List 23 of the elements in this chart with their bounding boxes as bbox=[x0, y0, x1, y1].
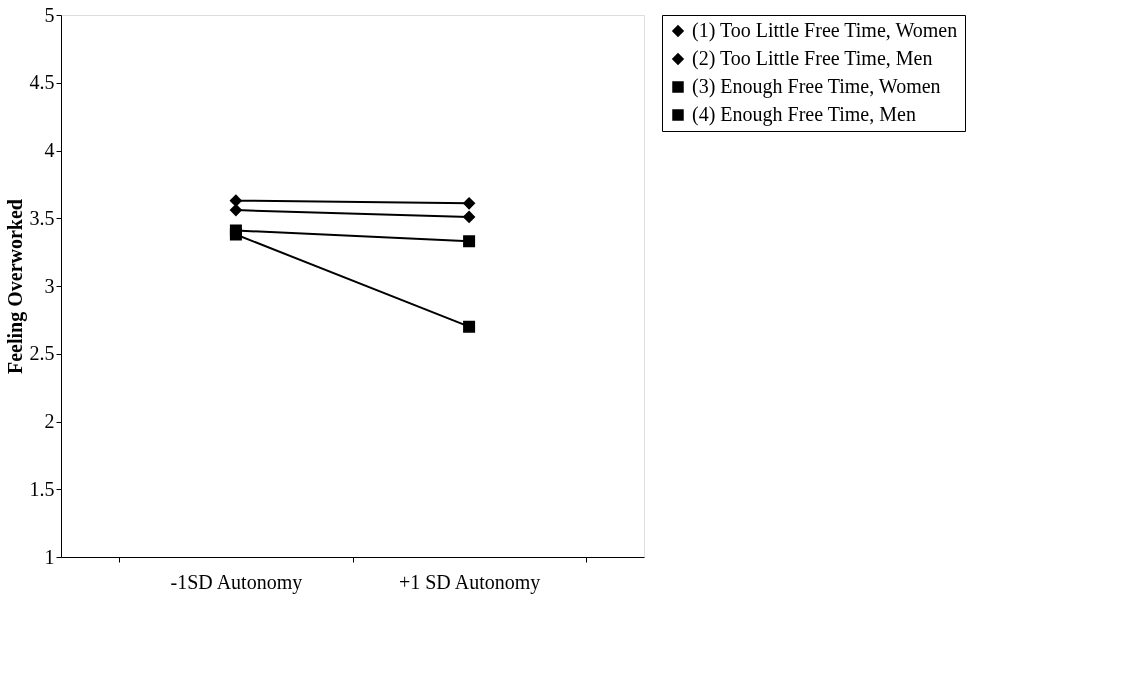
x-tick-label: -1SD Autonomy bbox=[170, 570, 303, 594]
legend-label: (1) Too Little Free Time, Women bbox=[692, 19, 958, 42]
point bbox=[463, 320, 476, 333]
y-tick-label: 2.5 bbox=[29, 342, 55, 365]
legend-label: (4) Enough Free Time, Men bbox=[692, 103, 916, 126]
point bbox=[463, 210, 476, 223]
point bbox=[463, 197, 476, 210]
point bbox=[229, 194, 242, 207]
point bbox=[229, 228, 242, 241]
y-tick-label: 3 bbox=[44, 274, 55, 297]
y-axis-title: Feeling Overworked bbox=[3, 199, 27, 374]
y-tick-label: 4.5 bbox=[29, 71, 55, 94]
point bbox=[229, 204, 242, 217]
legend-label: (3) Enough Free Time, Women bbox=[692, 75, 941, 98]
y-tick-label: 3.5 bbox=[29, 206, 55, 229]
y-tick-label: 4 bbox=[44, 139, 55, 161]
point bbox=[463, 235, 476, 248]
legend-label: (2) Too Little Free Time, Men bbox=[692, 47, 933, 70]
x-tick-label: +1 SD Autonomy bbox=[398, 570, 541, 594]
y-tick-label: 1.5 bbox=[29, 477, 55, 500]
y-tick-label: 1 bbox=[44, 545, 55, 568]
y-tick-label: 5 bbox=[44, 3, 55, 26]
y-tick-label: 2 bbox=[44, 410, 55, 432]
